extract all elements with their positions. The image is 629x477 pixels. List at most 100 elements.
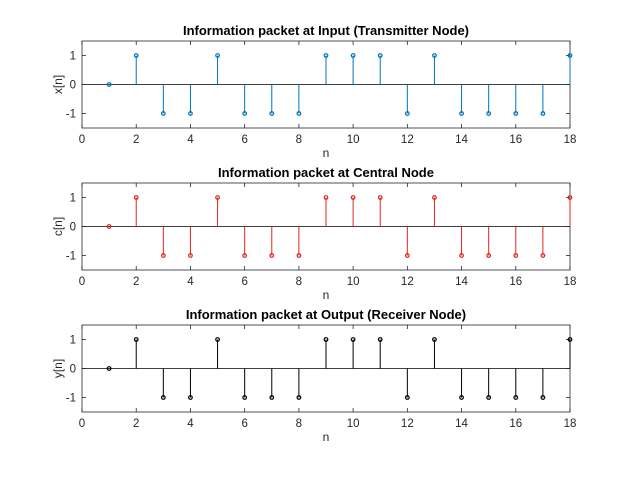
y-tick-label: -1: [66, 251, 76, 263]
x-tick-label: 18: [564, 134, 577, 146]
x-tick-label: 14: [455, 134, 468, 146]
stem-marker: [242, 253, 248, 258]
stem-marker: [215, 337, 220, 342]
stem-marker: [459, 111, 464, 116]
stem-marker: [133, 195, 139, 200]
x-axis-label-output: n: [323, 430, 330, 444]
x-tick-label: 4: [187, 418, 194, 430]
stem-marker: [404, 395, 410, 400]
y-axis-label-central: c[n]: [51, 217, 65, 236]
x-tick-label: 12: [401, 276, 414, 288]
stem-marker: [350, 337, 356, 342]
stem-marker: [106, 366, 112, 371]
stem-marker: [432, 53, 437, 58]
stem-marker: [160, 395, 166, 400]
stem-marker: [188, 395, 193, 400]
y-tick-label: 0: [70, 364, 76, 376]
x-tick-label: 2: [133, 134, 139, 146]
x-tick-label: 16: [509, 276, 522, 288]
stem-marker: [486, 111, 492, 116]
stem-marker: [160, 253, 166, 258]
chart-title-central: Information packet at Central Node: [218, 165, 434, 180]
stem-marker: [323, 337, 329, 342]
x-tick-label: 10: [347, 134, 360, 146]
stem-marker: [242, 395, 248, 400]
stem-marker: [567, 195, 573, 200]
stem-marker: [350, 53, 356, 58]
stem-marker: [133, 53, 139, 58]
stem-marker: [377, 53, 383, 58]
x-tick-label: 8: [296, 134, 302, 146]
stem-marker: [269, 253, 275, 258]
stem-marker: [160, 111, 166, 116]
y-axis-label-output: y[n]: [51, 359, 65, 378]
stem-marker: [486, 253, 492, 258]
x-tick-label: 18: [564, 276, 577, 288]
stem-marker: [106, 224, 112, 229]
x-axis-label-central: n: [323, 288, 330, 302]
x-tick-label: 18: [564, 418, 577, 430]
x-tick-label: 2: [133, 276, 139, 288]
subplot-input: 0 2 4 6 8 10 12 14 16 18 -1 0 1 Information packet at…: [51, 23, 576, 160]
y-tick-label: 0: [70, 222, 76, 234]
y-axis-label-input: x[n]: [51, 75, 65, 94]
stem-marker: [513, 253, 519, 258]
stem-marker: [567, 53, 573, 58]
subplot-output: 0 2 4 6 8 10 12 14 16 18 -1 0 1 Information packet at…: [51, 307, 576, 444]
stem-marker: [459, 395, 464, 400]
stem-marker: [486, 395, 492, 400]
y-tick-label: 1: [70, 193, 76, 205]
x-tick-label: 12: [401, 418, 414, 430]
stem-marker: [242, 111, 248, 116]
x-tick-label: 10: [347, 276, 360, 288]
x-tick-label: 0: [79, 276, 85, 288]
x-axis-label-input: n: [323, 146, 330, 160]
stem-marker: [296, 395, 302, 400]
x-tick-label: 14: [455, 276, 468, 288]
x-tick-label: 12: [401, 134, 414, 146]
stem-marker: [215, 53, 220, 58]
x-tick-label: 6: [241, 134, 247, 146]
x-tick-label: 16: [509, 134, 522, 146]
x-tick-label: 8: [296, 418, 302, 430]
stem-marker: [269, 395, 275, 400]
stem-marker: [296, 253, 302, 258]
stem-marker: [567, 337, 573, 342]
x-tick-label: 10: [347, 418, 360, 430]
stem-marker: [323, 195, 329, 200]
stem-marker: [188, 253, 193, 258]
y-tick-label: -1: [66, 393, 76, 405]
stem-marker: [323, 53, 329, 58]
chart-title-output: Information packet at Output (Receiver N…: [186, 307, 466, 322]
subplot-central: 0 2 4 6 8 10 12 14 16 18 -1 0 1 Information packet at…: [51, 165, 576, 302]
stem-marker: [106, 82, 112, 87]
y-tick-label: -1: [66, 109, 76, 121]
stem-marker: [540, 253, 546, 258]
stem-marker: [377, 337, 383, 342]
x-tick-label: 0: [79, 418, 85, 430]
stem-marker: [432, 337, 437, 342]
stem-marker: [513, 111, 519, 116]
y-tick-label: 1: [70, 51, 76, 63]
stem-marker: [269, 111, 275, 116]
stem-marker: [404, 111, 410, 116]
y-tick-label: 1: [70, 335, 76, 347]
stem-marker: [188, 111, 193, 116]
stem-marker: [459, 253, 464, 258]
x-tick-label: 8: [296, 276, 302, 288]
y-tick-label: 0: [70, 80, 76, 92]
stem-marker: [296, 111, 302, 116]
x-tick-label: 6: [241, 276, 247, 288]
x-tick-label: 0: [79, 134, 85, 146]
chart-title-input: Information packet at Input (Transmitter…: [183, 23, 469, 38]
x-tick-label: 2: [133, 418, 139, 430]
x-tick-label: 14: [455, 418, 468, 430]
stem-marker: [215, 195, 220, 200]
stem-marker: [540, 111, 546, 116]
x-tick-label: 6: [241, 418, 247, 430]
stem-marker: [404, 253, 410, 258]
stem-marker: [133, 337, 139, 342]
stem-marker: [432, 195, 437, 200]
